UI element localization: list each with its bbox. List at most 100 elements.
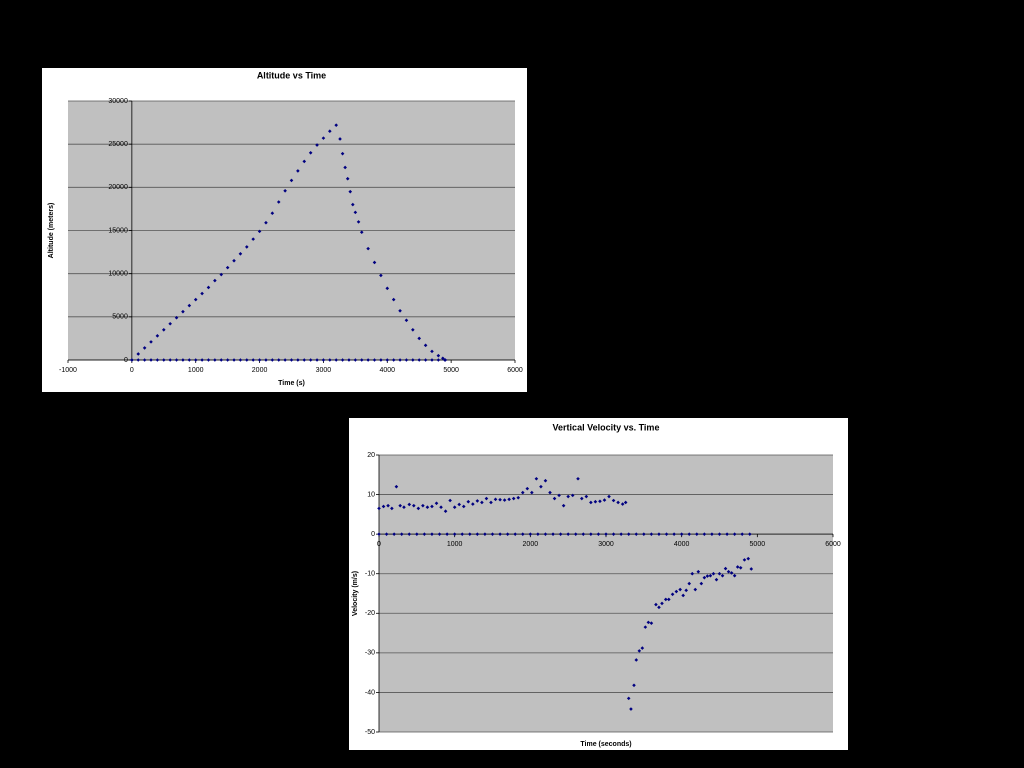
data-point bbox=[238, 358, 243, 362]
data-point bbox=[502, 498, 507, 502]
data-point bbox=[475, 499, 480, 503]
data-point bbox=[142, 346, 147, 350]
data-point bbox=[732, 573, 737, 578]
data-point bbox=[626, 696, 631, 701]
data-point bbox=[620, 502, 625, 506]
data-point bbox=[430, 532, 434, 536]
data-point bbox=[257, 358, 262, 362]
data-point bbox=[747, 532, 752, 536]
data-point bbox=[251, 237, 255, 241]
data-point bbox=[398, 358, 402, 362]
data-point bbox=[663, 597, 668, 602]
data-point bbox=[398, 503, 402, 508]
data-point bbox=[283, 188, 287, 193]
data-point bbox=[200, 358, 204, 362]
data-point bbox=[657, 532, 661, 536]
data-point bbox=[534, 476, 539, 481]
data-point bbox=[348, 189, 353, 194]
data-point bbox=[710, 532, 714, 536]
data-point bbox=[430, 349, 434, 354]
x-tick-label: -1000 bbox=[59, 367, 77, 374]
data-point bbox=[584, 494, 589, 499]
data-point bbox=[693, 587, 698, 592]
data-point bbox=[343, 165, 347, 170]
data-point bbox=[513, 532, 517, 536]
data-point bbox=[528, 532, 533, 536]
x-tick-label: 1000 bbox=[447, 541, 463, 548]
data-point bbox=[483, 532, 487, 536]
data-point bbox=[276, 358, 281, 362]
y-tick-label: -40 bbox=[365, 689, 375, 696]
data-point bbox=[232, 358, 236, 362]
data-point bbox=[702, 575, 707, 580]
x-tick-label: 6000 bbox=[507, 367, 523, 374]
data-point bbox=[193, 297, 198, 302]
data-point bbox=[670, 592, 675, 597]
data-point bbox=[161, 358, 166, 362]
data-point bbox=[421, 503, 425, 508]
y-tick-label: 5000 bbox=[112, 314, 128, 321]
y-tick-label: 10000 bbox=[108, 271, 128, 278]
data-point bbox=[353, 358, 358, 362]
data-point bbox=[219, 358, 224, 362]
data-point bbox=[566, 494, 570, 499]
data-point bbox=[423, 343, 428, 348]
data-point bbox=[345, 176, 350, 181]
data-point bbox=[539, 484, 543, 489]
data-point bbox=[161, 327, 166, 332]
data-point bbox=[430, 358, 434, 362]
data-point bbox=[634, 658, 639, 662]
y-tick-label: 30000 bbox=[108, 98, 128, 105]
data-point bbox=[130, 358, 134, 362]
data-point bbox=[732, 532, 737, 536]
data-point bbox=[411, 358, 415, 362]
data-point bbox=[377, 532, 381, 536]
y-tick-label: 20000 bbox=[108, 184, 128, 191]
data-point bbox=[714, 577, 719, 582]
x-tick-label: 2000 bbox=[252, 367, 268, 374]
y-tick-label: -20 bbox=[365, 610, 375, 617]
data-point bbox=[174, 315, 179, 320]
x-axis-title: Time (s) bbox=[278, 380, 305, 387]
x-tick-label: 2000 bbox=[523, 541, 539, 548]
data-point bbox=[516, 495, 521, 500]
data-point bbox=[181, 358, 185, 362]
data-point bbox=[366, 246, 370, 251]
data-point bbox=[321, 136, 326, 140]
data-point bbox=[381, 504, 386, 509]
y-tick-label: 10 bbox=[367, 491, 375, 498]
data-point bbox=[466, 499, 471, 504]
data-point bbox=[219, 272, 224, 277]
data-point bbox=[276, 200, 281, 204]
x-tick-label: 3000 bbox=[598, 541, 614, 548]
data-point bbox=[558, 532, 563, 536]
data-point bbox=[632, 683, 636, 688]
data-point bbox=[416, 506, 421, 511]
data-point bbox=[596, 532, 601, 536]
data-point bbox=[746, 556, 751, 561]
y-tick-label: -30 bbox=[365, 650, 375, 657]
data-point bbox=[740, 532, 744, 536]
data-point bbox=[398, 308, 402, 313]
data-point bbox=[634, 532, 639, 536]
data-point bbox=[439, 505, 443, 510]
x-axis-title: Time (seconds) bbox=[580, 741, 631, 748]
data-point bbox=[391, 297, 396, 302]
data-point bbox=[315, 358, 319, 362]
data-point bbox=[717, 571, 722, 576]
data-point bbox=[415, 532, 419, 536]
chart: 050001000015000200002500030000-100001000… bbox=[42, 68, 527, 392]
data-point bbox=[468, 532, 472, 536]
data-point bbox=[407, 532, 412, 536]
data-point bbox=[696, 569, 701, 574]
y-tick-label: 25000 bbox=[108, 141, 128, 148]
data-point bbox=[338, 137, 342, 141]
data-point bbox=[726, 569, 731, 574]
data-point bbox=[452, 505, 457, 510]
data-point bbox=[206, 285, 211, 290]
data-point bbox=[593, 499, 598, 504]
data-point bbox=[548, 490, 552, 495]
data-point bbox=[448, 498, 452, 503]
